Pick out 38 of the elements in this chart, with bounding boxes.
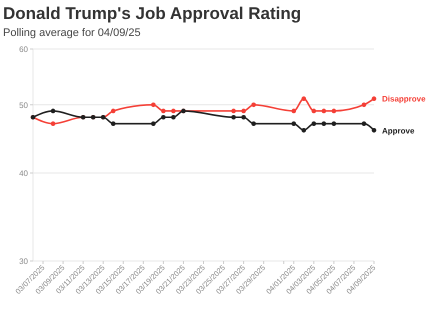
point — [110, 108, 116, 114]
point — [161, 108, 166, 114]
point — [372, 96, 376, 102]
chart-subtitle: Polling average for 04/09/25 — [3, 27, 141, 39]
series-label: Approve — [382, 126, 415, 136]
point — [231, 114, 236, 120]
point — [291, 121, 296, 126]
chart-title: Donald Trump's Job Approval Rating — [3, 4, 302, 23]
point — [332, 108, 336, 114]
point — [291, 108, 296, 114]
point — [372, 128, 376, 133]
point — [301, 128, 306, 133]
point — [161, 114, 166, 120]
point — [251, 102, 256, 108]
point — [312, 108, 316, 114]
point — [312, 121, 316, 126]
point — [362, 102, 366, 108]
point — [110, 121, 116, 126]
point — [151, 102, 156, 108]
point — [322, 121, 326, 126]
y-tick-label: 60 — [19, 45, 29, 54]
series-label: Disapprove — [382, 94, 426, 104]
point — [171, 114, 176, 120]
point — [50, 121, 56, 126]
point — [322, 108, 326, 114]
point — [231, 108, 236, 114]
point — [251, 121, 256, 126]
y-tick-label: 40 — [19, 169, 29, 178]
point — [50, 108, 56, 114]
point — [241, 114, 246, 120]
point — [332, 121, 336, 126]
point — [151, 121, 156, 126]
point — [241, 108, 246, 114]
y-tick-label: 50 — [19, 100, 29, 110]
point — [301, 96, 306, 102]
point — [362, 121, 366, 126]
y-tick-label: 30 — [19, 257, 29, 266]
point — [171, 108, 176, 114]
